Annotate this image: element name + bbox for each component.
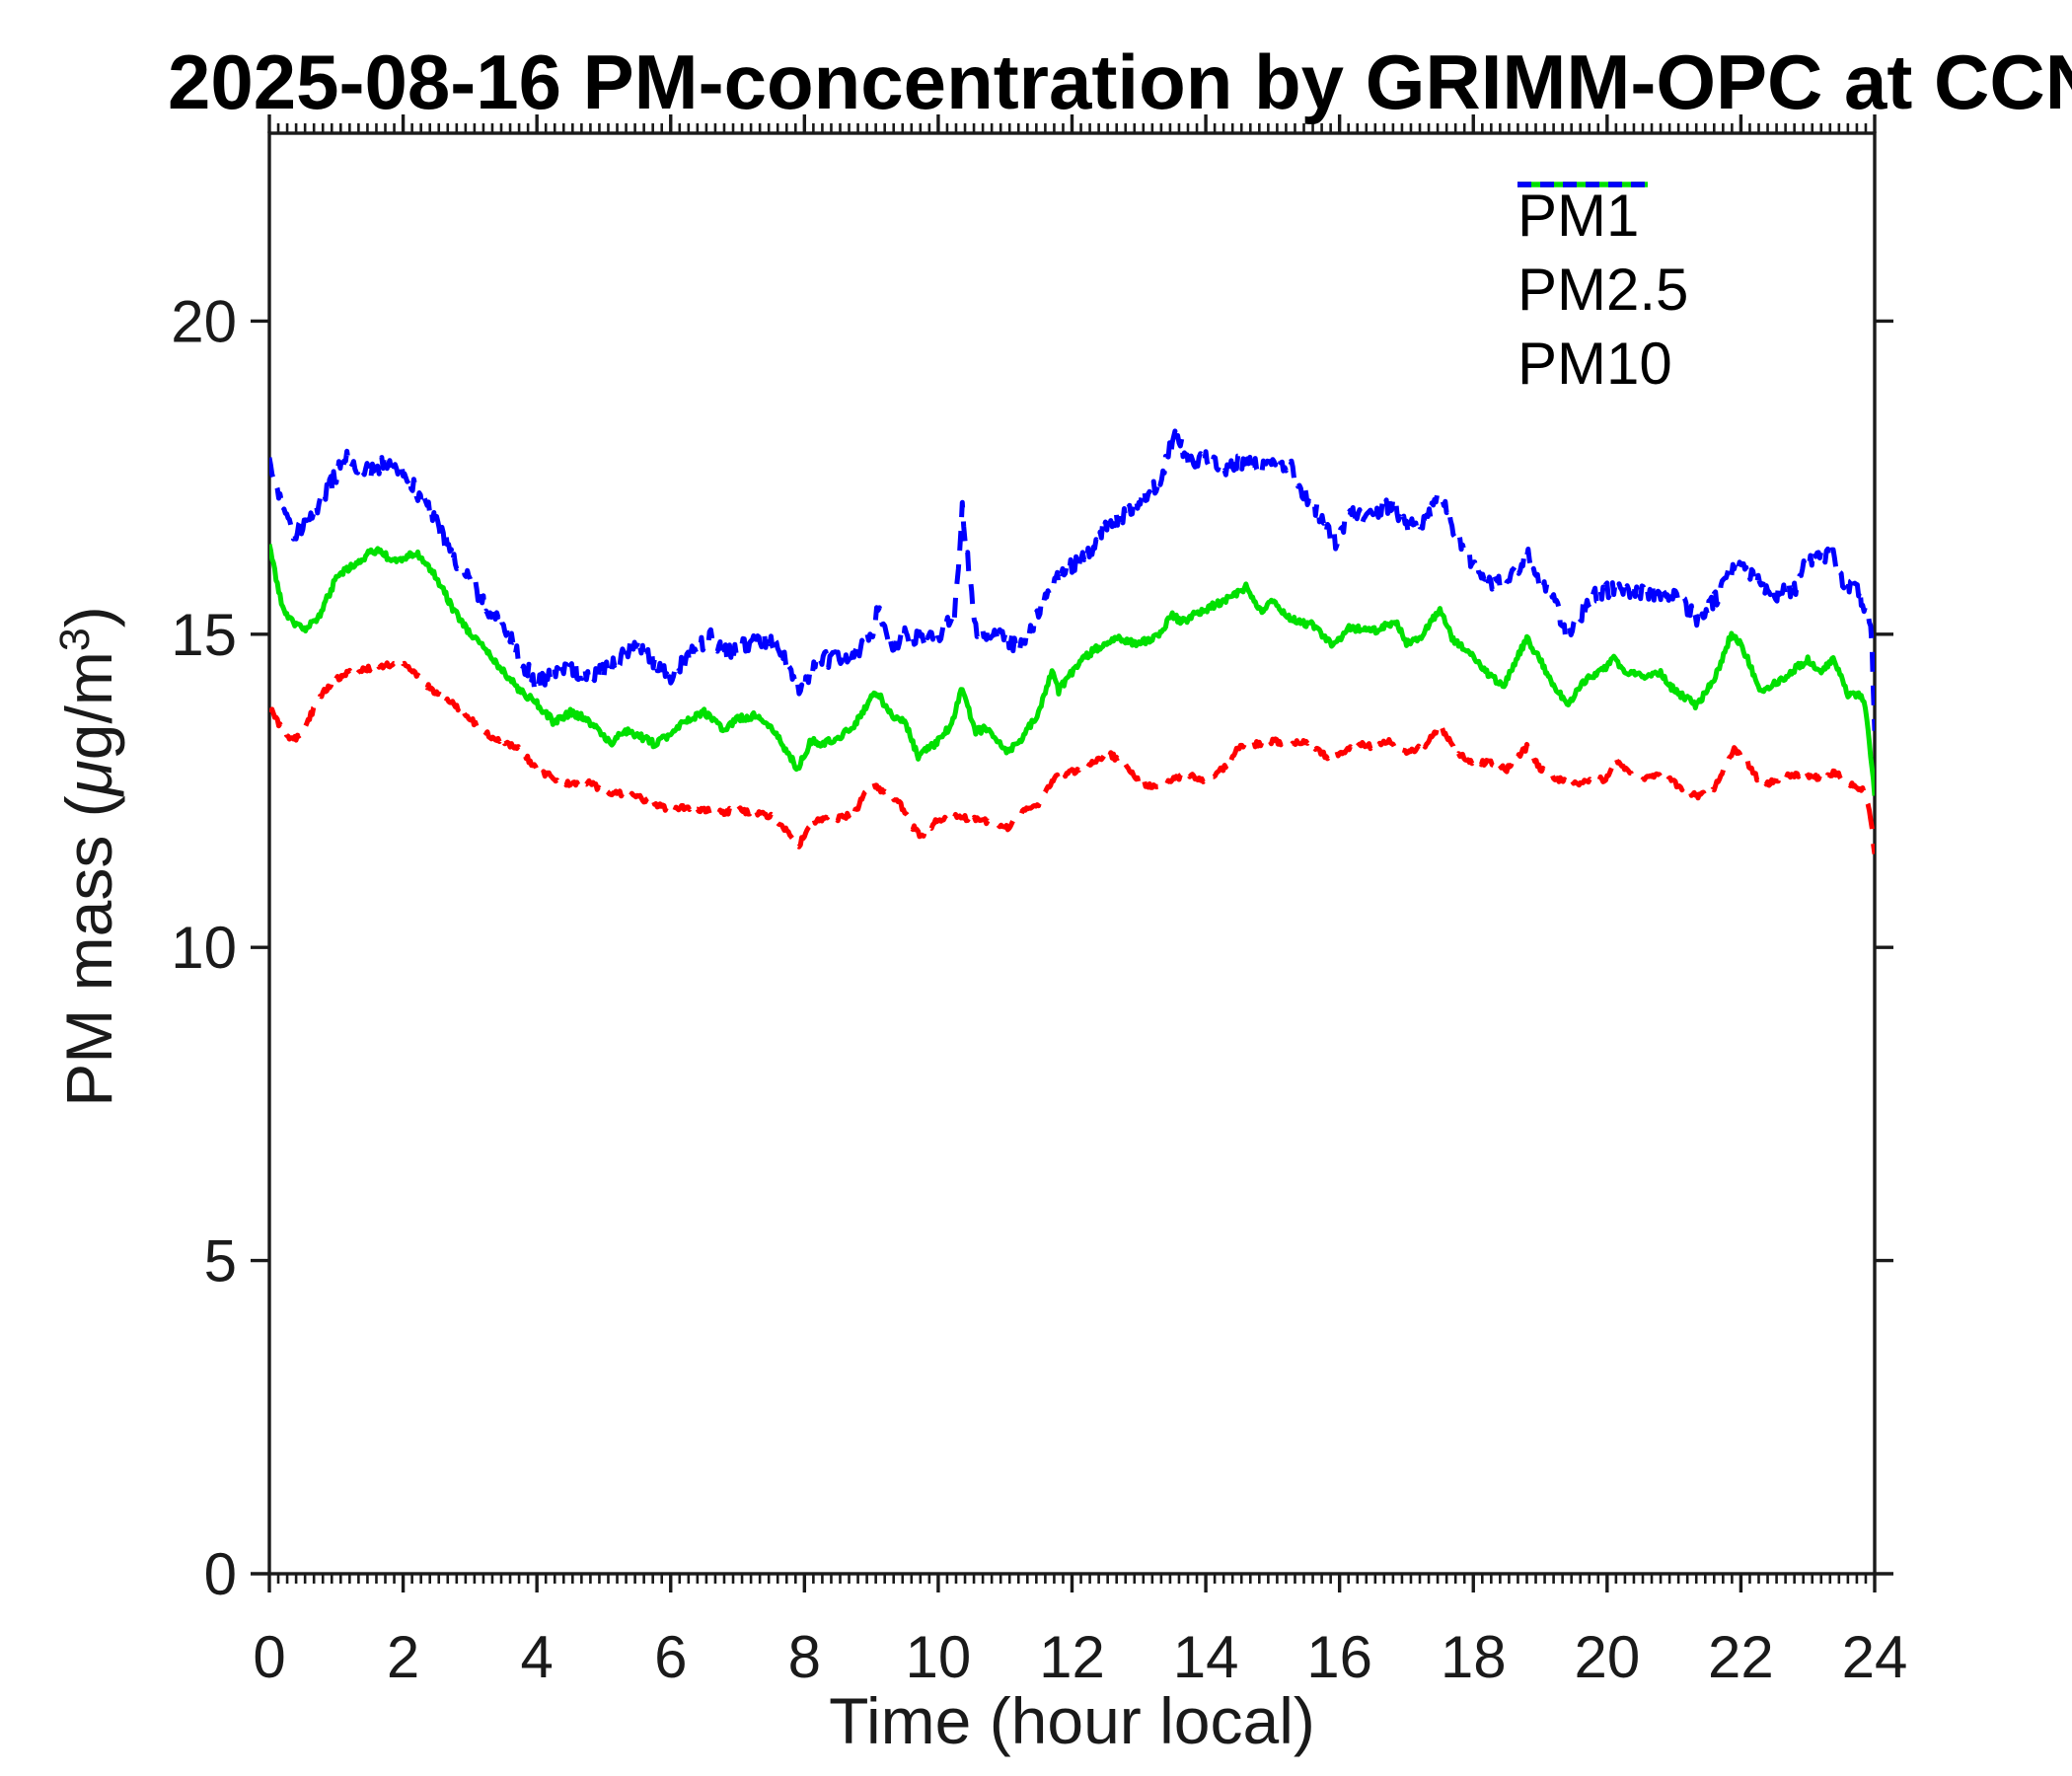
x-tick-label: 22 bbox=[1708, 1624, 1774, 1690]
x-tick-label: 10 bbox=[906, 1624, 972, 1690]
y-axis-label-sup: 3 bbox=[51, 628, 99, 652]
x-tick-label: 6 bbox=[654, 1624, 687, 1690]
x-tick-label: 2 bbox=[387, 1624, 419, 1690]
y-tick-label: 15 bbox=[171, 602, 237, 668]
legend-line-sample bbox=[1517, 182, 1648, 187]
legend-item-pm1: PM1 bbox=[1517, 179, 1688, 253]
legend-label: PM10 bbox=[1517, 331, 1672, 397]
legend-label: PM1 bbox=[1517, 183, 1640, 249]
series-line-pm25 bbox=[269, 544, 1875, 796]
x-tick-label: 4 bbox=[520, 1624, 553, 1690]
series-line-pm1 bbox=[269, 658, 1875, 854]
mu-symbol: μ bbox=[52, 760, 125, 796]
legend: PM1 PM2.5 PM10 bbox=[1517, 179, 1688, 401]
x-tick-label: 20 bbox=[1574, 1624, 1640, 1690]
x-tick-label: 24 bbox=[1842, 1624, 1908, 1690]
series-line-pm10 bbox=[269, 428, 1875, 731]
x-tick-label: 14 bbox=[1173, 1624, 1239, 1690]
chart-title: 2025-08-16 PM-concentration by GRIMM-OPC… bbox=[168, 38, 2072, 125]
y-tick-label: 20 bbox=[171, 288, 237, 354]
x-tick-label: 0 bbox=[253, 1624, 285, 1690]
x-tick-label: 8 bbox=[788, 1624, 821, 1690]
y-tick-label: 5 bbox=[204, 1228, 237, 1295]
x-tick-label: 18 bbox=[1441, 1624, 1507, 1690]
y-axis-label-suffix: ) bbox=[52, 606, 125, 629]
x-tick-label: 16 bbox=[1306, 1624, 1372, 1690]
y-tick-label: 10 bbox=[171, 915, 237, 981]
legend-line-sample bbox=[1517, 182, 1648, 187]
y-axis-label-mid: g/m bbox=[52, 651, 125, 761]
x-axis-label: Time (hour local) bbox=[829, 1684, 1315, 1757]
legend-item-pm25: PM2.5 bbox=[1517, 182, 1689, 327]
legend-label: PM2.5 bbox=[1517, 257, 1689, 323]
y-axis-label-prefix: PM mass ( bbox=[52, 795, 125, 1107]
y-axis-label: PM mass (μg/m3) bbox=[51, 508, 136, 1205]
y-tick-label: 0 bbox=[204, 1541, 237, 1607]
legend-item-pm10: PM10 bbox=[1517, 182, 1688, 401]
x-tick-label: 12 bbox=[1039, 1624, 1105, 1690]
